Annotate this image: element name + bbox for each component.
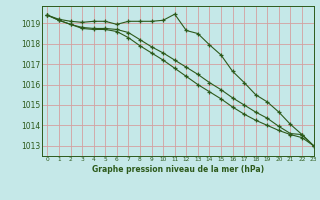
- X-axis label: Graphe pression niveau de la mer (hPa): Graphe pression niveau de la mer (hPa): [92, 165, 264, 174]
